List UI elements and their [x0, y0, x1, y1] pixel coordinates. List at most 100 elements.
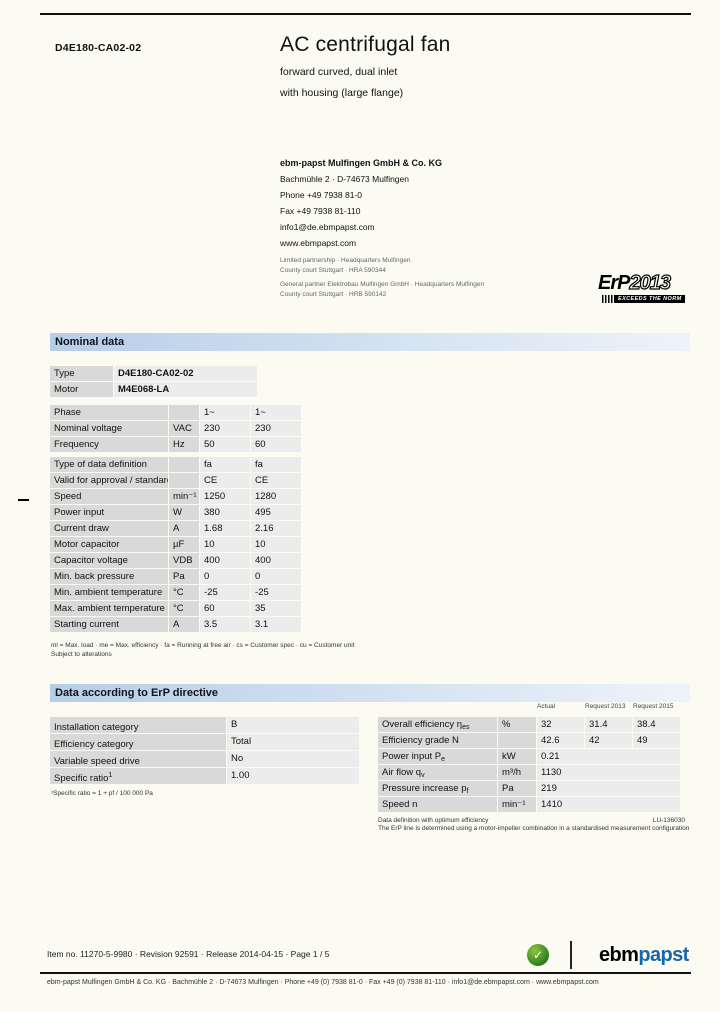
table-row: Pressure increase pf Pa 219 [378, 781, 681, 796]
erp-badge-year: 2013 [629, 271, 672, 294]
row-label: Capacitor voltage [50, 553, 168, 568]
row-unit [169, 473, 199, 488]
row-label: Speed [50, 489, 168, 504]
row-label-text: Specific ratio [54, 773, 109, 784]
subtitle-line-2: with housing (large flange) [280, 87, 404, 99]
row-label-text: Pressure increase p [382, 783, 467, 794]
model-number: D4E180-CA02-02 [55, 42, 142, 54]
row-label-sub: e [441, 756, 446, 763]
row-unit: Hz [169, 437, 199, 452]
table-row: Nominal voltage VAC 230 230 [50, 421, 302, 436]
company-block: ebm-papst Mulfingen GmbH & Co. KG Bachmü… [280, 155, 442, 251]
row-value-2: 60 [251, 437, 301, 452]
table-row: Motor capacitor µF 10 10 [50, 537, 302, 552]
table-row: Speed min⁻¹ 1250 1280 [50, 489, 302, 504]
row-value-1: 1.68 [200, 521, 250, 536]
row-label-text: Power input P [382, 751, 442, 762]
top-rule [40, 13, 691, 15]
nominal-table: Phase 1~ 1~ Nominal voltage VAC 230 230 … [50, 405, 302, 633]
identity-table: Type D4E180-CA02-02 Motor M4E068-LA [50, 366, 258, 398]
col-header-request-2013: Request 2013 [585, 703, 626, 710]
col-header-request-2015: Request 2015 [633, 703, 674, 710]
row-label: Frequency [50, 437, 168, 452]
row-label: Type of data definition [50, 457, 168, 472]
row-value-actual: 32 [537, 717, 584, 732]
row-label-text: Efficiency category [54, 739, 134, 750]
row-value-2015: 38.4 [633, 717, 680, 732]
row-label: Variable speed drive [50, 751, 226, 767]
erp-left-table: Installation category B Efficiency categ… [50, 717, 360, 785]
document-meta: Item no. 11270-5-9980 · Revision 92591 ·… [47, 949, 330, 959]
row-unit: Pa [169, 569, 199, 584]
row-value: No [227, 751, 359, 767]
specific-ratio-footnote: ¹Specific ratio = 1 + pf / 100 000 Pa [51, 790, 153, 797]
table-row: Overall efficiency ηes % 32 31.4 38.4 [378, 717, 681, 732]
row-value-1: CE [200, 473, 250, 488]
row-label: Starting current [50, 617, 168, 632]
table-row: Type D4E180-CA02-02 [50, 366, 258, 381]
table-row: Variable speed drive No [50, 751, 360, 767]
row-value-actual: 219 [537, 781, 680, 796]
nominal-section-header: Nominal data [50, 333, 690, 351]
bottom-rule [40, 972, 691, 974]
page-title: AC centrifugal fan [280, 33, 451, 56]
legal-line-3: General partner Elektrobau Mulfingen Gmb… [280, 281, 485, 288]
row-value-1: 60 [200, 601, 250, 616]
row-unit: % [498, 717, 536, 732]
row-value-2: 3.1 [251, 617, 301, 632]
table-row: Min. back pressure Pa 0 0 [50, 569, 302, 584]
row-label-text: Air flow q [382, 767, 422, 778]
row-value-1: fa [200, 457, 250, 472]
table-row: Specific ratio1 1.00 [50, 768, 360, 784]
row-label-sub: v [421, 772, 425, 779]
table-row: Min. ambient temperature °C -25 -25 [50, 585, 302, 600]
alterations-note: Subject to alterations [51, 651, 112, 658]
type-value: D4E180-CA02-02 [114, 366, 257, 381]
row-value-2: 0 [251, 569, 301, 584]
table-row: Efficiency category Total [50, 734, 360, 750]
row-unit [498, 733, 536, 748]
row-unit: min⁻¹ [498, 797, 536, 812]
row-label: Motor [50, 382, 113, 397]
row-label-sub: f [466, 788, 469, 795]
row-label: Power input Pe [378, 749, 497, 764]
row-value-1: 400 [200, 553, 250, 568]
row-value-actual: 1130 [537, 765, 680, 780]
row-unit: Pa [498, 781, 536, 796]
row-value-2: fa [251, 457, 301, 472]
row-unit: VAC [169, 421, 199, 436]
row-unit: VDB [169, 553, 199, 568]
company-email: info1@de.ebmpapst.com [280, 222, 375, 232]
row-label: Specific ratio1 [50, 768, 226, 784]
row-unit: A [169, 521, 199, 536]
row-value-2013: 42 [585, 733, 632, 748]
row-value-1: 50 [200, 437, 250, 452]
row-unit: min⁻¹ [169, 489, 199, 504]
table-row: Starting current A 3.5 3.1 [50, 617, 302, 632]
row-label-text: Speed n [382, 799, 418, 810]
row-label: Min. back pressure [50, 569, 168, 584]
table-row: Valid for approval / standard CE CE [50, 473, 302, 488]
table-row: Type of data definition fa fa [50, 457, 302, 472]
erp-badge-brand: ErP [598, 272, 630, 294]
ebmpapst-logo: ebmpapst [599, 944, 689, 967]
row-value-2013: 31.4 [585, 717, 632, 732]
row-value-1: 1250 [200, 489, 250, 504]
legal-block: Limited partnership · Headquarters Mulfi… [280, 256, 484, 304]
row-unit: W [169, 505, 199, 520]
table-row: Capacitor voltage VDB 400 400 [50, 553, 302, 568]
row-value: 1.00 [227, 768, 359, 784]
row-value-actual: 0.21 [537, 749, 680, 764]
table-row: Air flow qv m³/h 1130 [378, 765, 681, 780]
greentech-icon: ✓ [527, 944, 549, 966]
row-value-1: 1~ [200, 405, 250, 420]
table-row: Motor M4E068-LA [50, 382, 258, 397]
row-label: Max. ambient temperature [50, 601, 168, 616]
row-value-1: 10 [200, 537, 250, 552]
logo-papst: papst [638, 944, 689, 966]
logo-ebm: ebm [599, 944, 639, 966]
row-value-2: 35 [251, 601, 301, 616]
row-label: Min. ambient temperature [50, 585, 168, 600]
erp-section-header: Data according to ErP directive [50, 684, 690, 702]
